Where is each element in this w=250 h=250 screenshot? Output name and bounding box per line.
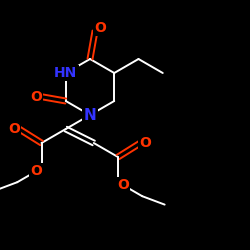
Text: O: O	[30, 90, 42, 104]
Text: N: N	[84, 108, 96, 122]
Text: O: O	[94, 21, 106, 35]
Text: O: O	[117, 178, 129, 192]
Text: O: O	[140, 136, 151, 150]
Text: O: O	[30, 164, 42, 178]
Text: O: O	[8, 122, 20, 136]
Text: HN: HN	[54, 66, 78, 80]
